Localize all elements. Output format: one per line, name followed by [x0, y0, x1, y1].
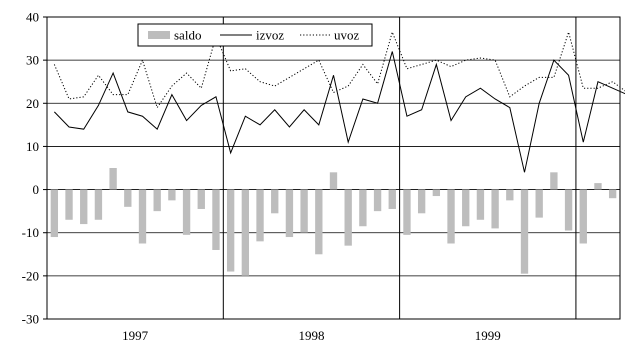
saldo-bar	[403, 189, 411, 235]
saldo-bar	[476, 189, 485, 220]
saldo-bar	[373, 189, 382, 212]
saldo-bar	[417, 189, 426, 214]
legend: saldo izvoz uvoz	[137, 23, 373, 47]
saldo-bar	[359, 189, 367, 227]
saldo-bar	[550, 172, 558, 190]
saldo-bar	[50, 189, 59, 238]
saldo-bar	[300, 189, 308, 233]
saldo-bar	[432, 189, 441, 197]
saldo-bar	[241, 189, 250, 276]
saldo-bar	[315, 189, 323, 255]
izvoz-line	[53, 51, 625, 173]
saldo-bar	[65, 189, 73, 220]
saldo-bar	[608, 189, 617, 199]
legend-swatch-saldo	[148, 31, 170, 39]
saldo-bar	[124, 189, 132, 207]
saldo-bar	[168, 189, 176, 201]
saldo-bar	[506, 189, 514, 201]
saldo-bar	[109, 168, 117, 190]
saldo-bars	[50, 168, 617, 276]
plot-border	[46, 16, 621, 320]
y-tick-label: 20	[26, 96, 39, 111]
series-lines	[53, 30, 625, 173]
x-year-label: 1999	[475, 328, 501, 343]
x-year-label: 1997	[122, 328, 149, 343]
legend-box	[137, 23, 373, 47]
saldo-bar	[520, 189, 529, 274]
axes: 40 30 20 10 0 -10 -20 -30 1997 1998 1999	[22, 10, 501, 344]
saldo-bar	[271, 189, 279, 214]
saldo-bar	[94, 189, 103, 220]
saldo-bar	[594, 183, 602, 190]
y-tick-label: 0	[33, 182, 40, 197]
saldo-bar	[285, 189, 294, 238]
y-tick-label: 10	[26, 139, 39, 154]
saldo-bar	[80, 189, 88, 225]
saldo-bar	[344, 189, 352, 246]
saldo-bar	[226, 189, 235, 272]
plot-frame	[46, 16, 621, 320]
saldo-bar	[182, 189, 191, 235]
saldo-bar	[256, 189, 264, 242]
uvoz-line	[53, 30, 625, 109]
legend-label-izvoz: izvoz	[256, 28, 284, 43]
saldo-bar	[388, 189, 396, 209]
saldo-bar	[579, 189, 587, 244]
x-year-label: 1998	[298, 328, 324, 343]
y-tick-label: -30	[22, 312, 39, 327]
y-tick-label: -10	[22, 225, 39, 240]
saldo-bar	[564, 189, 573, 231]
saldo-bar	[212, 189, 220, 250]
y-tick-label: -20	[22, 268, 39, 283]
y-tick-label: 30	[26, 53, 39, 68]
saldo-bar	[535, 189, 543, 218]
saldo-bar	[329, 172, 338, 190]
legend-label-uvoz: uvoz	[334, 28, 360, 43]
saldo-bar	[491, 189, 499, 229]
saldo-bar	[153, 189, 161, 212]
legend-label-saldo: saldo	[174, 28, 201, 43]
saldo-bar	[138, 189, 147, 244]
saldo-bar	[447, 189, 455, 244]
gridlines	[47, 16, 620, 320]
saldo-bar	[462, 189, 470, 227]
saldo-bar	[197, 189, 205, 209]
y-tick-label: 40	[26, 10, 39, 25]
